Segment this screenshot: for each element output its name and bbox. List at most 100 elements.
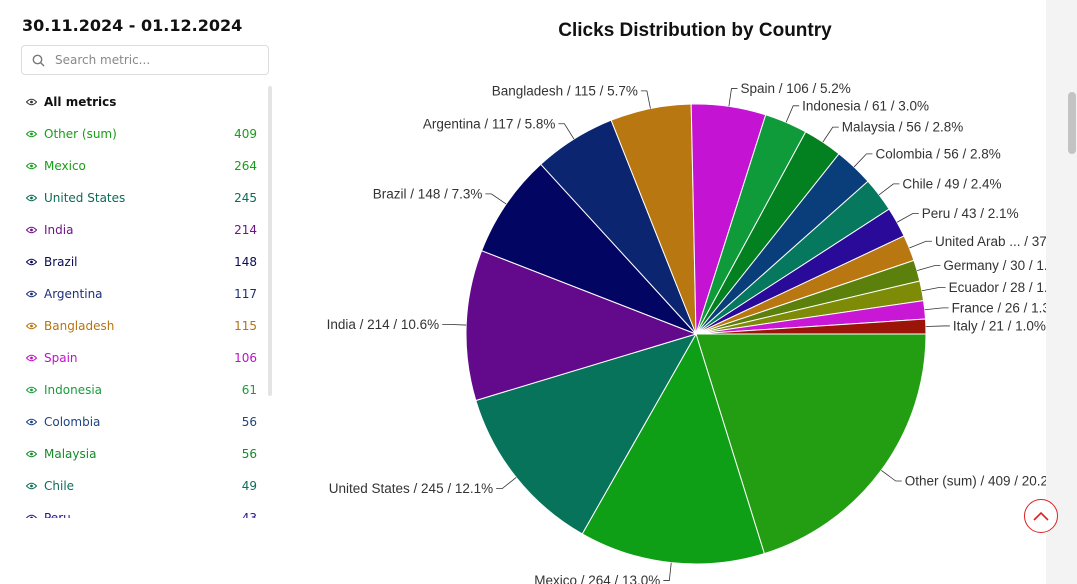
metric-label: Brazil <box>44 255 78 269</box>
metric-item[interactable]: Bangladesh 115 <box>21 310 266 342</box>
eye-icon <box>26 386 38 394</box>
metric-item[interactable]: Argentina 117 <box>21 278 266 310</box>
slice-label: Argentina / 117 / 5.8% <box>423 116 556 131</box>
metric-label: Bangladesh <box>44 319 115 333</box>
metric-value: 56 <box>241 447 257 461</box>
eye-icon <box>26 418 38 426</box>
label-leader-line <box>880 470 902 482</box>
metric-label: Chile <box>44 479 75 493</box>
pie-slice[interactable] <box>480 163 697 335</box>
search-box[interactable] <box>21 45 269 75</box>
label-leader-line <box>896 213 919 223</box>
slice-label: United Arab ... / 37 / <box>935 234 1046 249</box>
metric-item[interactable]: Malaysia 56 <box>21 438 266 470</box>
metric-value: 106 <box>234 351 257 365</box>
metric-label: All metrics <box>44 95 117 109</box>
metric-item[interactable]: United States 245 <box>21 182 266 214</box>
eye-icon <box>26 354 38 362</box>
metric-value: 245 <box>234 191 257 205</box>
metric-item[interactable]: Peru 43 <box>21 502 266 518</box>
metric-label: Indonesia <box>44 383 103 397</box>
metric-label: Spain <box>44 351 78 365</box>
label-leader-line <box>485 193 507 205</box>
label-leader-line <box>640 90 651 109</box>
chevron-up-icon <box>1033 511 1049 521</box>
eye-icon <box>26 450 38 458</box>
slice-label: Malaysia / 56 / 2.8% <box>842 120 964 135</box>
page-scrollbar-track[interactable] <box>1046 0 1077 584</box>
chart-title: Clicks Distribution by Country <box>558 20 832 41</box>
metric-value: 117 <box>234 287 257 301</box>
metric-item[interactable]: Indonesia 61 <box>21 374 266 406</box>
metric-item[interactable]: Chile 49 <box>21 470 266 502</box>
search-input[interactable] <box>53 52 257 68</box>
slice-label: Ecuador / 28 / 1.4% <box>949 280 1046 295</box>
metric-list-scrollbar[interactable] <box>268 86 272 396</box>
eye-icon <box>26 258 38 266</box>
metric-label: Other (sum) <box>44 127 117 141</box>
metric-value: 214 <box>234 223 257 237</box>
slice-label: Germany / 30 / 1.5% <box>943 258 1046 273</box>
label-leader-line <box>909 240 933 249</box>
metric-item[interactable]: Colombia 56 <box>21 406 266 438</box>
pie-slice[interactable] <box>465 250 698 402</box>
label-leader-line <box>558 123 575 140</box>
slice-label: Other (sum) / 409 / 20.2% <box>905 474 1046 489</box>
eye-icon <box>26 482 38 490</box>
slice-label: Italy / 21 / 1.0% <box>953 318 1046 333</box>
label-leader-line <box>878 183 900 196</box>
label-leader-line <box>925 325 950 327</box>
metric-list: All metrics Other (sum) 409 Mexico 264 Unite… <box>21 86 266 518</box>
label-leader-line <box>916 265 941 271</box>
scroll-to-top-button[interactable] <box>1024 499 1058 533</box>
metric-value: 43 <box>241 511 257 518</box>
eye-icon <box>26 98 38 106</box>
slice-label: Peru / 43 / 2.1% <box>922 206 1019 221</box>
metric-label: United States <box>44 191 126 205</box>
eye-icon <box>26 162 38 170</box>
metric-label: Mexico <box>44 159 86 173</box>
slice-label: Colombia / 56 / 2.8% <box>875 146 1000 161</box>
slice-label: India / 214 / 10.6% <box>327 317 440 332</box>
label-leader-line <box>924 307 949 311</box>
label-leader-line <box>496 477 517 490</box>
slice-label: United States / 245 / 12.1% <box>329 481 493 496</box>
eye-icon <box>26 322 38 330</box>
metric-label: Colombia <box>44 415 101 429</box>
eye-icon <box>26 130 38 138</box>
eye-icon <box>26 290 38 298</box>
date-range-title: 30.11.2024 - 01.12.2024 <box>22 16 243 35</box>
metric-value: 264 <box>234 159 257 173</box>
page-scrollbar-thumb[interactable] <box>1068 92 1076 154</box>
metric-label: India <box>44 223 74 237</box>
metric-value: 56 <box>241 415 257 429</box>
metric-label: Argentina <box>44 287 103 301</box>
label-leader-line <box>822 126 839 143</box>
metric-item[interactable]: Spain 106 <box>21 342 266 374</box>
metric-value: 115 <box>234 319 257 333</box>
pie-slice[interactable] <box>695 333 927 555</box>
slice-label: Mexico / 264 / 13.0% <box>534 573 660 584</box>
metric-item[interactable]: Other (sum) 409 <box>21 118 266 150</box>
metrics-panel: 30.11.2024 - 01.12.2024 All metrics Othe… <box>0 0 285 584</box>
label-leader-line <box>785 105 800 123</box>
slice-label: Brazil / 148 / 7.3% <box>373 186 483 201</box>
page: 30.11.2024 - 01.12.2024 All metrics Othe… <box>0 0 1046 584</box>
label-leader-line <box>442 323 467 326</box>
metric-value: 49 <box>241 479 257 493</box>
eye-icon <box>26 226 38 234</box>
metric-item-all[interactable]: All metrics <box>21 86 266 118</box>
pie-chart: Clicks Distribution by Country Other (su… <box>327 20 1046 584</box>
label-leader-line <box>728 88 738 107</box>
metric-label: Peru <box>44 511 71 518</box>
metric-value: 148 <box>234 255 257 269</box>
slice-label: France / 26 / 1.3% <box>952 300 1046 315</box>
metric-label: Malaysia <box>44 447 97 461</box>
eye-icon <box>26 514 38 518</box>
metric-item[interactable]: Brazil 148 <box>21 246 266 278</box>
pie-labels: Other (sum) / 409 / 20.2% Mexico / 264 / … <box>327 81 1046 584</box>
pie-slice[interactable] <box>581 332 765 565</box>
slice-label: Spain / 106 / 5.2% <box>740 81 850 96</box>
metric-item[interactable]: India 214 <box>21 214 266 246</box>
metric-item[interactable]: Mexico 264 <box>21 150 266 182</box>
